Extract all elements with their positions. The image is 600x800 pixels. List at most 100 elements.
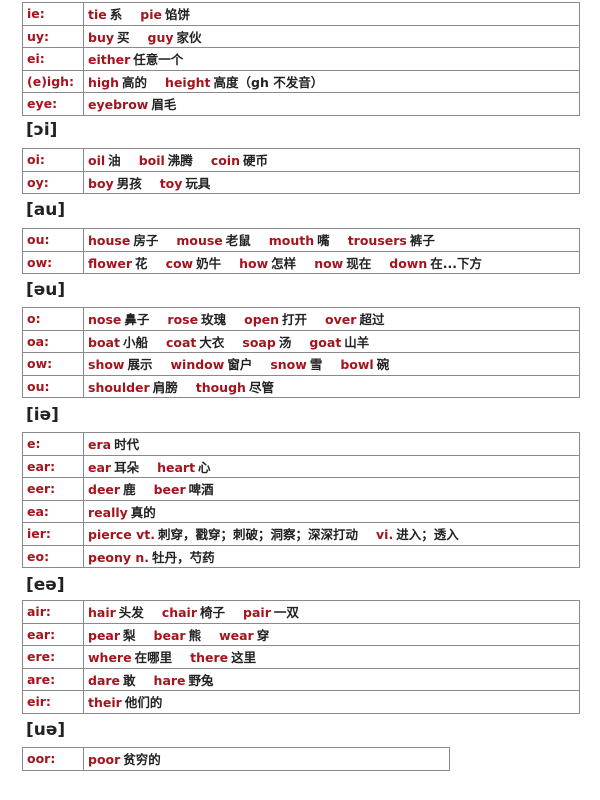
english-word: dare [88, 672, 121, 688]
chinese-meaning: 熊 [188, 627, 202, 643]
chinese-meaning: 雪 [309, 357, 323, 373]
english-word: bear [153, 627, 186, 643]
english-word: toy [159, 175, 183, 191]
chinese-meaning: 山羊 [344, 334, 370, 350]
spelling-pattern: (e)igh: [22, 69, 84, 93]
spelling-pattern: ier: [22, 522, 84, 546]
spelling-pattern: ou: [22, 228, 84, 252]
english-word: hair [88, 605, 116, 621]
spelling-pattern: ow: [22, 250, 84, 274]
chinese-meaning: 任意一个 [133, 52, 184, 68]
table-row: e: era 时代 [22, 432, 580, 456]
english-word: open [244, 312, 280, 328]
english-word: nose [88, 312, 122, 328]
chinese-meaning: 贫穷的 [123, 752, 161, 768]
chinese-meaning: 裤子 [409, 233, 435, 249]
english-word: pear [88, 627, 121, 643]
example-words: pear 梨 bear 熊 wear 穿 [83, 622, 580, 646]
chinese-meaning: 展示 [127, 357, 153, 373]
spelling-pattern: oi: [22, 148, 84, 172]
spelling-table: o: nose 鼻子 rose 玫瑰 open 打开 over 超过 oa: boat 小船 coat 大… [22, 307, 580, 398]
chinese-meaning: 时代 [114, 437, 140, 453]
chinese-meaning: 沸腾 [167, 153, 193, 169]
spelling-pattern: ere: [22, 645, 84, 669]
english-word: pierce vt. [88, 527, 155, 543]
english-word: hare [153, 672, 186, 688]
chinese-meaning: 男孩 [116, 175, 142, 191]
table-row: oi: oil 油 boil 沸腾 coin 硬币 [22, 148, 580, 172]
chinese-meaning: 耳朵 [114, 459, 140, 475]
table-row: ier: pierce vt. 刺穿，戳穿；刺破；洞察；深深打动 vi. 进入；透入 [22, 522, 580, 546]
example-words: house 房子 mouse 老鼠 mouth 嘴 trousers 裤子 [83, 228, 580, 252]
spelling-pattern: ou: [22, 374, 84, 398]
chinese-meaning: 在哪里 [134, 650, 173, 666]
table-row: ow: flower 花 cow 奶牛 how 怎样 now 现在 down 在...下方 [22, 250, 580, 274]
chinese-meaning: 进入；透入 [396, 527, 459, 543]
english-word: pie [140, 7, 162, 23]
english-word: heart [157, 459, 196, 475]
english-word: wear [219, 627, 254, 643]
chinese-meaning: 老鼠 [225, 233, 251, 249]
example-words: nose 鼻子 rose 玫瑰 open 打开 over 超过 [83, 307, 580, 331]
chinese-meaning: 一双 [273, 605, 299, 621]
spelling-pattern: ear: [22, 622, 84, 646]
english-word: boy [88, 175, 114, 191]
english-word: vi. [376, 527, 394, 543]
spelling-pattern: air: [22, 600, 84, 624]
section-heading: [au] [26, 200, 66, 220]
chinese-meaning: 在...下方 [430, 255, 482, 271]
english-word: now [314, 255, 344, 271]
table-row: oor: poor 贫穷的 [22, 747, 450, 771]
table-row: (e)igh: high 高的 height 高度（gh 不发音） [22, 69, 580, 93]
chinese-meaning: 野兔 [188, 672, 214, 688]
table-row: o: nose 鼻子 rose 玫瑰 open 打开 over 超过 [22, 307, 580, 331]
english-word: beer [153, 482, 186, 498]
chinese-meaning: 高的 [122, 74, 148, 90]
table-row: ow: show 展示 window 窗户 snow 雪 bowl 碗 [22, 352, 580, 376]
chinese-meaning: 硬币 [243, 153, 269, 169]
english-word: down [389, 255, 428, 271]
example-words: flower 花 cow 奶牛 how 怎样 now 现在 down 在...下方 [83, 250, 580, 274]
english-word: mouse [176, 233, 223, 249]
chinese-meaning: 奶牛 [196, 255, 222, 271]
english-word: ear [88, 459, 112, 475]
english-word: deer [88, 482, 121, 498]
chinese-meaning: 这里 [231, 650, 257, 666]
english-word: window [170, 357, 225, 373]
chinese-meaning: 尽管 [248, 379, 274, 395]
table-row: ear: ear 耳朵 heart 心 [22, 454, 580, 478]
spelling-pattern: o: [22, 307, 84, 331]
example-words: deer 鹿 beer 啤酒 [83, 477, 580, 501]
chinese-meaning: 超过 [359, 312, 385, 328]
english-word: guy [147, 29, 174, 45]
english-word: cow [165, 255, 194, 271]
english-word: bowl [340, 357, 374, 373]
english-word: boil [138, 153, 165, 169]
chinese-meaning: 小船 [122, 334, 148, 350]
spelling-pattern: eo: [22, 544, 84, 568]
example-words: show 展示 window 窗户 snow 雪 bowl 碗 [83, 352, 580, 376]
chinese-meaning: 啤酒 [188, 482, 214, 498]
chinese-meaning: 鹿 [123, 482, 136, 498]
section-heading: [eə] [26, 575, 65, 595]
table-row: uy: buy 买 guy 家伙 [22, 24, 580, 48]
table-row: oa: boat 小船 coat 大衣 soap 汤 goat 山羊 [22, 329, 580, 353]
table-row: ou: shoulder 肩膀 though 尽管 [22, 374, 580, 398]
chinese-meaning: 玩具 [185, 175, 211, 191]
english-word: era [88, 437, 112, 453]
example-words: dare 敢 hare 野兔 [83, 667, 580, 691]
spelling-pattern: e: [22, 432, 84, 456]
english-word: show [88, 357, 125, 373]
spelling-pattern: ie: [22, 2, 84, 26]
chinese-meaning: 馅饼 [164, 7, 190, 23]
chinese-meaning: 他们的 [124, 695, 163, 711]
example-words: where 在哪里 there 这里 [83, 645, 580, 669]
example-words: oil 油 boil 沸腾 coin 硬币 [83, 148, 580, 172]
chinese-meaning: 梨 [123, 627, 136, 643]
table-row: ea: really 真的 [22, 499, 580, 523]
chinese-meaning: 敢 [123, 672, 136, 688]
english-word: house [88, 233, 131, 249]
spelling-pattern: ea: [22, 499, 84, 523]
spelling-pattern: eir: [22, 690, 84, 714]
spelling-pattern: eye: [22, 92, 84, 116]
